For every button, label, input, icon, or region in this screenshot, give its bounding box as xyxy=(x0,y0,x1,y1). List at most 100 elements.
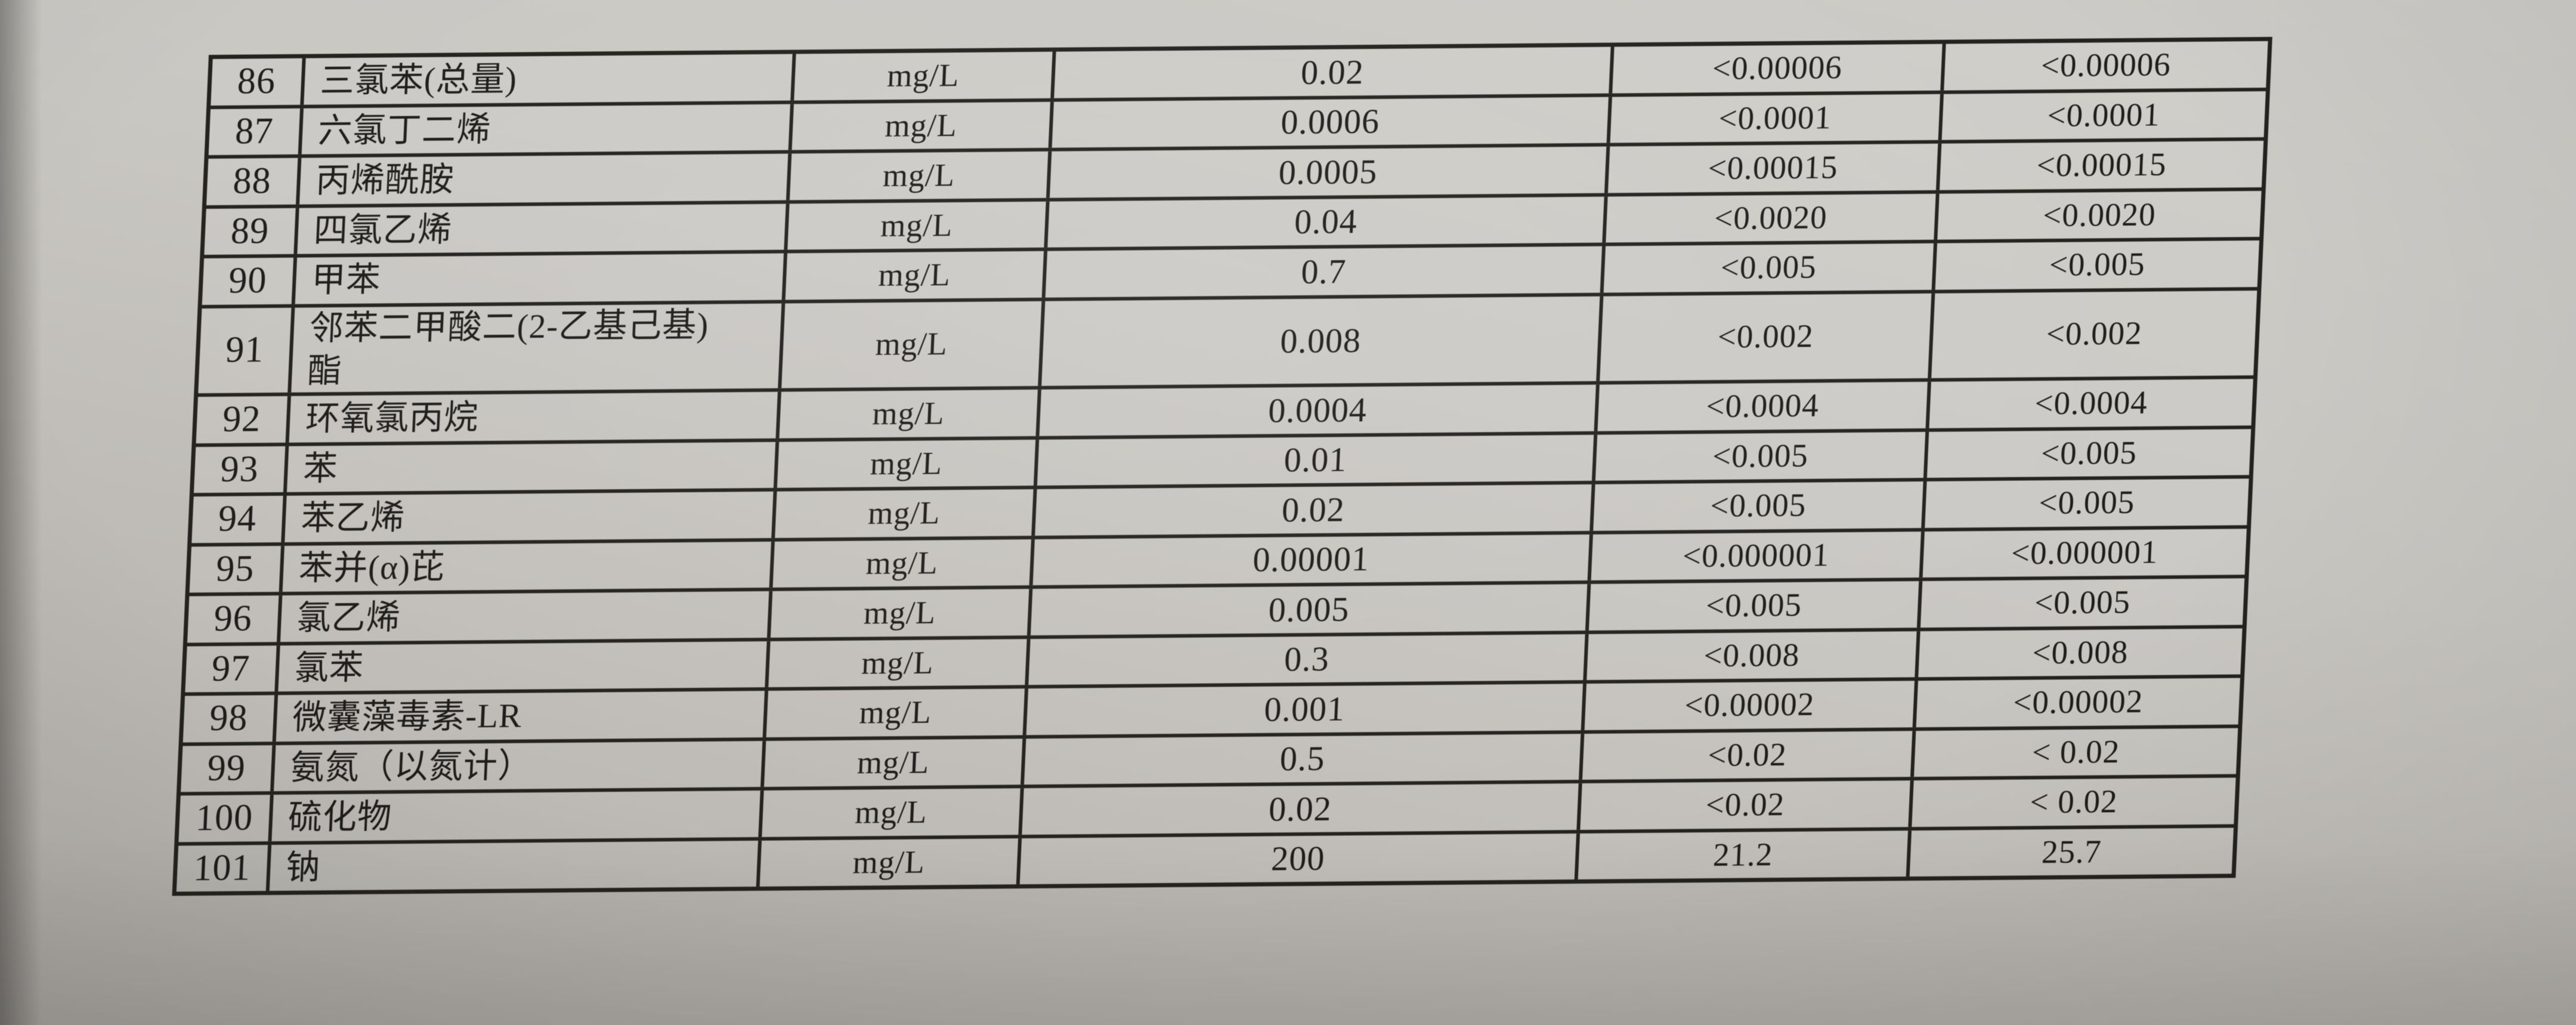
limit-value-cell: 0.0005 xyxy=(1049,146,1610,198)
limit-value-cell: 0.0004 xyxy=(1039,384,1600,436)
result-1-cell: <0.02 xyxy=(1582,730,1916,780)
unit-cell: mg/L xyxy=(794,51,1056,100)
parameter-name-cell: 硫化物 xyxy=(271,790,764,841)
parameter-name-cell: 苯 xyxy=(286,442,780,492)
limit-value-cell: 0.005 xyxy=(1030,583,1591,635)
result-1-cell: <0.005 xyxy=(1593,481,1927,531)
result-1-cell: <0.002 xyxy=(1600,293,1935,381)
limit-value-cell: 0.008 xyxy=(1041,296,1604,386)
unit-cell: mg/L xyxy=(789,151,1052,200)
result-2-cell: <0.0004 xyxy=(2034,384,2149,422)
parameter-name-cell: 邻苯二甲酸二(2-乙基己基) 酯 xyxy=(291,303,786,393)
parameter-name-cell: 环氧氯丙烷 xyxy=(289,391,781,443)
result-2-cell: <0.005 xyxy=(2033,583,2132,621)
limit-value-cell: 0.02 xyxy=(1054,47,1615,98)
row-number-cell: 95 xyxy=(189,545,285,593)
result-1-cell: <0.0020 xyxy=(1606,193,1940,243)
result-1-cell: <0.00002 xyxy=(1584,681,1918,730)
result-1-cell: <0.005 xyxy=(1588,581,1923,631)
row-number-cell: 92 xyxy=(196,396,291,443)
row-number-cell: 94 xyxy=(191,495,287,543)
parameter-name-cell: 氯乙烯 xyxy=(280,591,773,642)
row-number-cell: 97 xyxy=(185,645,280,693)
result-2-cell: < 0.02 xyxy=(2031,733,2121,771)
result-2-cell: <0.0020 xyxy=(2042,196,2157,234)
row-number-cell: 91 xyxy=(198,307,295,394)
table-row: 91 邻苯二甲酸二(2-乙基己基) 酯 mg/L 0.008 <0.002 <0.002 xyxy=(197,290,2258,397)
result-1-cell: <0.02 xyxy=(1580,780,1914,830)
result-1-cell: <0.008 xyxy=(1587,631,1921,680)
row-number-cell: 100 xyxy=(178,795,274,842)
limit-value-cell: 0.02 xyxy=(1022,783,1582,835)
parameter-name-cell: 氯苯 xyxy=(278,641,771,692)
result-2-cell: <0.005 xyxy=(2048,246,2147,283)
result-1-cell: <0.005 xyxy=(1603,243,1937,293)
parameter-name-cell: 六氯丁二烯 xyxy=(301,103,794,155)
parameter-name-cell: 丙烯酰胺 xyxy=(299,153,792,205)
result-2-cell: <0.00015 xyxy=(2036,146,2167,184)
parameter-name-cell: 钠 xyxy=(269,840,762,891)
result-2-cell: <0.005 xyxy=(2038,484,2136,521)
unit-cell: mg/L xyxy=(759,838,1022,887)
row-number-cell: 88 xyxy=(206,158,302,205)
row-number-cell: 99 xyxy=(181,745,276,792)
result-1-cell: <0.0004 xyxy=(1597,381,1931,431)
limit-value-cell: 0.00001 xyxy=(1032,534,1593,585)
result-1-cell: <0.00015 xyxy=(1607,143,1942,193)
result-1-cell: 21.2 xyxy=(1578,830,1912,880)
result-2-cell: < 0.02 xyxy=(2029,783,2119,820)
row-number-cell: 93 xyxy=(193,446,289,493)
unit-cell: mg/L xyxy=(768,638,1031,687)
limit-value-cell: 0.3 xyxy=(1028,634,1589,686)
water-quality-table: 86 三氯苯(总量) mg/L 0.02 <0.00006 <0.00006 87 六氯丁二烯… xyxy=(172,36,2272,896)
parameter-name-cell: 苯并(α)芘 xyxy=(282,541,775,592)
unit-cell: mg/L xyxy=(775,489,1037,538)
result-2-cell: 25.7 xyxy=(2040,833,2102,870)
row-number-cell: 90 xyxy=(202,257,298,305)
unit-cell: mg/L xyxy=(770,588,1033,638)
row-number-cell: 101 xyxy=(176,844,272,892)
limit-value-cell: 0.7 xyxy=(1045,246,1606,298)
parameter-name-cell: 苯乙烯 xyxy=(284,491,777,542)
parameter-name-cell: 微囊藻毒素-LR xyxy=(276,690,769,742)
unit-cell: mg/L xyxy=(772,539,1035,588)
row-number-cell: 87 xyxy=(208,108,304,156)
result-2-cell: <0.005 xyxy=(2040,434,2138,472)
limit-value-cell: 0.0006 xyxy=(1052,96,1612,148)
parameter-name-cell: 三氯苯(总量) xyxy=(304,54,796,105)
parameter-name-cell: 氨氮（以氮计） xyxy=(274,740,766,792)
limit-value-cell: 0.001 xyxy=(1026,683,1587,735)
result-2-cell: <0.008 xyxy=(2031,633,2129,671)
limit-value-cell: 0.04 xyxy=(1047,196,1608,248)
table-body: 86 三氯苯(总量) mg/L 0.02 <0.00006 <0.00006 87 六氯丁二烯… xyxy=(176,41,2268,892)
parameter-name-cell: 四氯乙烯 xyxy=(297,203,790,254)
result-1-cell: <0.000001 xyxy=(1591,531,1925,581)
row-number-cell: 98 xyxy=(183,695,279,742)
limit-value-cell: 0.01 xyxy=(1037,434,1598,486)
unit-cell: mg/L xyxy=(787,201,1050,250)
row-number-cell: 96 xyxy=(187,595,283,643)
limit-value-cell: 0.5 xyxy=(1024,733,1585,785)
unit-cell: mg/L xyxy=(764,738,1026,787)
unit-cell: mg/L xyxy=(785,251,1048,300)
result-2-cell: <0.00006 xyxy=(2040,46,2172,84)
row-number-cell: 89 xyxy=(204,208,299,255)
unit-cell: mg/L xyxy=(779,389,1041,439)
row-number-cell: 86 xyxy=(211,58,306,106)
result-2-cell: <0.000001 xyxy=(2010,533,2159,572)
unit-cell: mg/L xyxy=(791,101,1054,150)
unit-cell: mg/L xyxy=(766,689,1029,737)
limit-value-cell: 200 xyxy=(1019,833,1581,885)
result-1-cell: <0.00006 xyxy=(1612,44,1946,93)
result-2-cell: <0.00002 xyxy=(2012,683,2144,721)
unit-cell: mg/L xyxy=(777,439,1040,488)
result-1-cell: <0.0001 xyxy=(1610,94,1944,143)
parameter-name-cell: 甲苯 xyxy=(295,253,788,304)
unit-cell: mg/L xyxy=(781,301,1046,388)
result-2-cell: <0.002 xyxy=(2045,315,2143,353)
limit-value-cell: 0.02 xyxy=(1035,484,1595,536)
result-1-cell: <0.005 xyxy=(1595,431,1929,481)
result-2-cell: <0.0001 xyxy=(2046,96,2161,134)
unit-cell: mg/L xyxy=(762,788,1024,837)
